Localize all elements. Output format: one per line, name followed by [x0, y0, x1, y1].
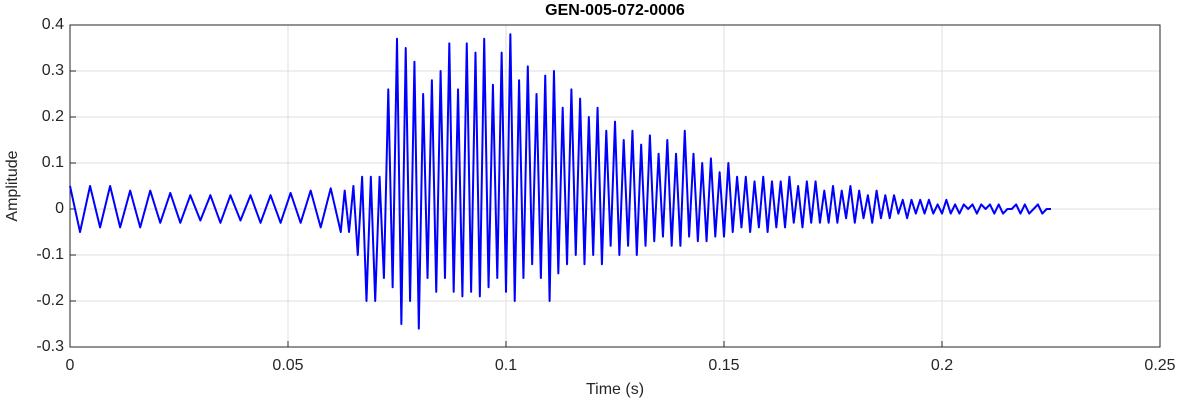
chart-title: GEN-005-072-0006 [545, 2, 685, 19]
x-tick-label: 0.05 [272, 357, 303, 374]
plot-frame [69, 24, 1161, 348]
y-tick-label: 0.1 [42, 154, 64, 171]
y-tick-label: -0.3 [36, 338, 64, 355]
y-tick-label: 0.4 [42, 16, 64, 33]
y-tick-label: -0.1 [36, 246, 64, 263]
y-tick-label: 0 [55, 200, 64, 217]
x-axis-label: Time (s) [586, 381, 644, 398]
y-axis-label: Amplitude [4, 150, 21, 221]
y-tick-label: -0.2 [36, 292, 64, 309]
waveform-line [69, 33, 1051, 330]
x-tick-label: 0.15 [708, 357, 739, 374]
x-tick-label: 0.25 [1144, 357, 1175, 374]
x-tick-label: 0.1 [495, 357, 517, 374]
y-tick-label: 0.3 [42, 62, 64, 79]
y-tick-label: 0.2 [42, 108, 64, 125]
x-tick-label: 0.2 [931, 357, 953, 374]
x-tick-label: 0 [66, 357, 75, 374]
